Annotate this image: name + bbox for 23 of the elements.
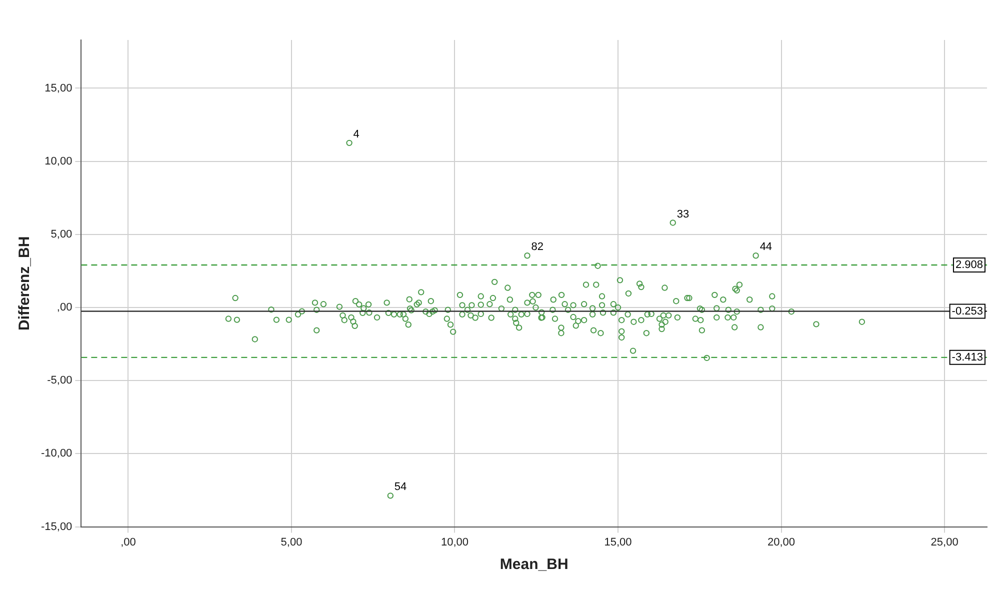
x-tick-label: ,00 xyxy=(120,536,136,548)
ref-line-label: 2.908 xyxy=(955,259,984,272)
y-tick-label: -10,00 xyxy=(40,448,72,460)
y-tick-label: ,00 xyxy=(56,302,72,314)
annotation: 82 xyxy=(531,241,544,254)
y-tick-label: -15,00 xyxy=(40,520,72,533)
annotation: 33 xyxy=(676,208,690,220)
x-tick-label: 15,00 xyxy=(604,536,632,548)
x-tick-label: 5,00 xyxy=(280,536,302,548)
y-tick-label: 15,00 xyxy=(44,82,72,94)
annotation: 54 xyxy=(394,481,407,494)
y-tick-label: -5,00 xyxy=(47,374,72,387)
y-tick-label: 5,00 xyxy=(50,228,72,240)
ref-line-label: -0.253 xyxy=(952,305,984,318)
annotation: 4 xyxy=(353,128,360,140)
y-axis-title: Differenz_BH xyxy=(16,236,34,330)
ref-line-label: -3.413 xyxy=(952,351,984,364)
x-tick-label: 25,00 xyxy=(930,536,958,548)
x-tick-label: 20,00 xyxy=(768,536,796,548)
x-axis-title: Mean_BH xyxy=(500,556,568,574)
annotation: 44 xyxy=(760,241,772,254)
y-tick-label: 10,00 xyxy=(44,155,72,168)
x-tick-label: 10,00 xyxy=(440,536,469,548)
